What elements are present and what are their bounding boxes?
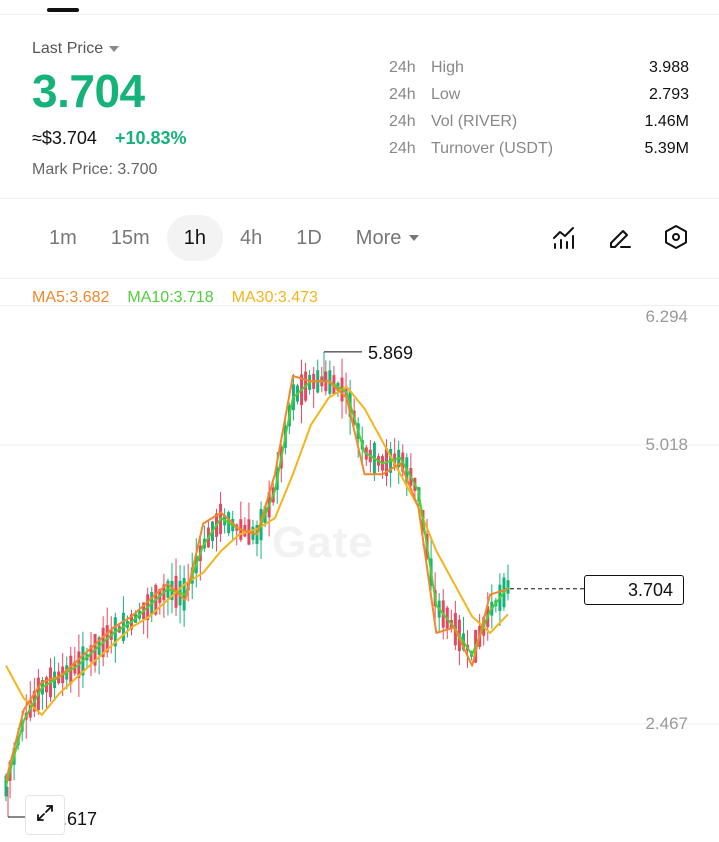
timeframe-tabs: 1m 15m 1h 4h 1D More [32,214,436,262]
stat-period: 24h [389,58,416,76]
mark-price: Mark Price: 3.700 [32,161,158,178]
tab-1m[interactable]: 1m [49,227,77,249]
tab-15m[interactable]: 15m [110,227,150,249]
candle-body [4,775,8,797]
price-axis-tick: 6.294 [645,307,688,326]
chart-tools [550,222,690,252]
stat-value: 2.793 [648,85,689,103]
stat-row-low: 24h Low 2.793 [389,81,689,108]
divider [0,278,719,279]
caret-down-icon [409,235,420,241]
stat-period: 24h [389,85,416,103]
settings-hexagon-icon[interactable] [662,222,690,252]
stat-row-turnover: 24h Turnover (USDT) 5.39M [389,135,689,162]
caret-down-icon [109,46,120,52]
stat-period: 24h [389,112,416,130]
ma10-line [5,380,509,787]
stat-value: 3.988 [648,58,689,76]
sheet-handle[interactable] [47,8,79,12]
ma-legend: MA5:3.682 MA10:3.718 MA30:3.473 [32,289,318,307]
more-timeframes-button[interactable]: More [339,215,437,261]
candle-body [506,580,510,594]
stat-period: 24h [389,139,416,157]
tab-1d[interactable]: 1D [296,227,322,249]
last-price-label: Last Price [32,40,104,57]
divider [0,198,719,199]
ma5-line [5,374,509,781]
draw-pencil-icon[interactable] [606,222,634,252]
ma30-value: MA30:3.473 [231,289,318,306]
divider [0,14,719,15]
stat-value: 1.46M [644,112,689,130]
stat-label: Vol (RIVER) [431,112,518,130]
expand-icon [35,803,55,828]
stat-row-vol: 24h Vol (RIVER) 1.46M [389,108,689,135]
price-axis-tick: 2.467 [645,714,688,733]
last-price-selector[interactable]: Last Price [32,40,120,58]
indicator-icon[interactable] [550,222,578,252]
last-price-value: 3.704 [32,65,145,117]
ma5-value: MA5:3.682 [32,289,110,306]
stats-panel: 24h High 3.988 24h Low 2.793 24h Vol (RI… [389,54,689,162]
ma30-line [5,385,509,716]
change-percent: +10.83% [114,128,187,148]
price-axis-tick: 5.018 [645,435,688,454]
ma10-value: MA10:3.718 [127,289,214,306]
candlestick-chart[interactable] [0,300,719,840]
usd-price: ≈$3.704 [32,128,97,148]
expand-chart-button[interactable] [25,795,65,835]
high-price-label: 5.869 [368,343,414,363]
more-label: More [355,227,402,249]
tab-1h[interactable]: 1h [166,215,223,261]
stat-row-high: 24h High 3.988 [389,54,689,81]
stat-label: Turnover (USDT) [431,139,554,157]
price-usd-row: ≈$3.704 +10.83% [32,128,187,149]
tab-4h[interactable]: 4h [239,227,263,249]
current-price-marker: 3.704 [584,575,684,605]
stat-label: High [431,58,464,76]
watermark-logo: Gate [272,518,374,567]
stat-value: 5.39M [644,139,689,157]
stat-label: Low [431,85,461,103]
